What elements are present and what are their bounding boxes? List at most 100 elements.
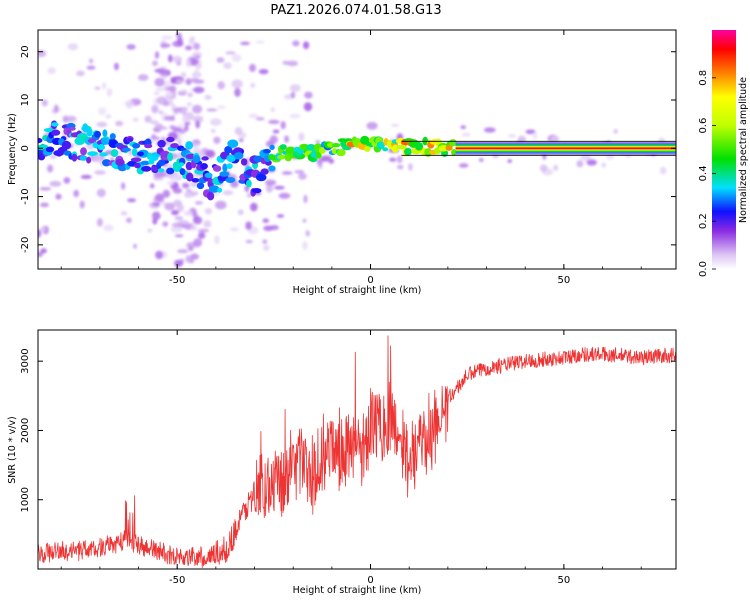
spectrogram-cell xyxy=(51,129,61,136)
spectrogram-cell xyxy=(188,38,195,45)
spectrogram-cell xyxy=(525,129,536,135)
spectrogram-cell xyxy=(152,60,158,67)
spectrogram-cell xyxy=(222,163,228,172)
spectrogram-cell xyxy=(151,104,159,114)
spectrogram-cell xyxy=(213,136,221,144)
spectrogram-cell xyxy=(53,104,59,114)
spectrogram-cell xyxy=(86,156,92,164)
spectrogram-cell xyxy=(235,147,242,154)
spectrogram-cell xyxy=(188,245,194,252)
colorbar-tick-label: 0.8 xyxy=(698,70,709,86)
spectrogram-cell xyxy=(270,107,276,112)
spectrogram-cell xyxy=(249,63,256,73)
spectrogram-cell xyxy=(96,121,108,128)
spectrogram-cell xyxy=(458,163,469,168)
spectrogram-cell xyxy=(55,193,62,200)
spectrogram-cell xyxy=(109,133,116,140)
spectrogram-cell xyxy=(177,220,189,225)
spectrogram-cell xyxy=(576,160,584,168)
spectrogram-cell xyxy=(94,130,101,138)
snr-y-tick-label: 2000 xyxy=(20,418,31,443)
spectrogram-cell xyxy=(461,132,471,137)
spectrogram-cell xyxy=(126,99,132,104)
spectrogram-cell xyxy=(201,156,209,161)
spectrogram-cell xyxy=(79,155,88,161)
spectrogram-cell xyxy=(154,77,165,87)
spectrogram-cell xyxy=(155,193,165,202)
spectrogram-cell xyxy=(255,117,265,121)
spectrogram-cell xyxy=(69,126,76,131)
spectrogram-cell xyxy=(192,148,203,154)
spectrogram-cell xyxy=(190,253,199,260)
snr-frame xyxy=(37,329,677,570)
spectrogram-cell xyxy=(245,221,252,230)
spectrogram-cell xyxy=(45,146,55,153)
snr-ticks: -50 0 50 1000 2000 3000 xyxy=(20,330,676,586)
spectrogram-cell xyxy=(366,122,378,130)
spectrogram-cell xyxy=(167,99,174,106)
spectrogram-cell xyxy=(73,189,80,198)
spectrogram-cell xyxy=(240,41,251,46)
spectrogram-cell xyxy=(185,141,194,150)
spectrogram-cell xyxy=(396,155,403,164)
spectrogram-cell xyxy=(274,185,285,190)
spectrogram-cell xyxy=(278,192,291,199)
spectrogram-cell xyxy=(198,232,206,239)
spectrogram-cell xyxy=(214,200,227,210)
spectrogram-cell xyxy=(161,201,167,206)
spectrogram-cell xyxy=(186,172,194,182)
snr-x-label: Height of straight line (km) xyxy=(293,585,422,596)
spectrogram-cell xyxy=(162,221,169,227)
spectrogram-cell xyxy=(285,146,297,155)
spectrogram-cell xyxy=(105,114,112,119)
spectrogram-cell xyxy=(166,136,175,143)
colorbar-tick-label: 0.6 xyxy=(698,118,709,134)
spectrogram-cell xyxy=(601,162,606,168)
spectrogram-cell xyxy=(173,107,182,113)
spectrogram-cell xyxy=(206,108,218,112)
spectrogram-cell xyxy=(255,40,265,44)
spectrogram-cell xyxy=(47,164,54,173)
spectrogram-cell xyxy=(193,238,203,248)
spectrogram-cell xyxy=(126,44,136,50)
spectrogram-cell xyxy=(203,220,212,228)
spectrogram-cell xyxy=(190,225,197,231)
spectrogram-cell xyxy=(207,191,215,201)
spectrogram-cell xyxy=(403,147,412,156)
spectrogram-cell xyxy=(177,249,189,254)
spectrogram-cell xyxy=(182,114,188,123)
spectrogram-cell xyxy=(96,218,103,227)
spectrogram-cell xyxy=(154,51,160,59)
spectrogram-cell xyxy=(158,110,164,115)
spectrogram-cell xyxy=(156,96,168,105)
spectrogram-cell xyxy=(110,149,119,158)
spectrogram-cell xyxy=(483,127,496,133)
spectrogram-cell xyxy=(303,194,308,204)
spectrogram-cell xyxy=(376,141,385,150)
spectrogram-cell xyxy=(478,158,484,162)
spectrogram-cell xyxy=(234,87,241,97)
spectrogram-cell xyxy=(445,144,453,151)
spectrogram-cell xyxy=(197,228,209,233)
spectrogram-cell xyxy=(223,62,232,69)
spectrogram-cell xyxy=(227,139,239,148)
colorbar-tick-label: 0.2 xyxy=(698,213,709,229)
spectrogram-y-tick-label: -10 xyxy=(20,188,31,204)
spectrogram-cell xyxy=(193,86,205,94)
spectrogram-y-label: Frequency (Hz) xyxy=(7,113,18,185)
spectrogram-cell xyxy=(149,120,159,125)
spectrogram-cell xyxy=(61,140,72,150)
spectrogram-cell xyxy=(121,182,126,190)
spectrogram-cell xyxy=(167,152,174,162)
spectrogram-cell xyxy=(336,149,346,157)
spectrogram-cell xyxy=(186,102,193,107)
spectrogram-cell xyxy=(177,36,183,46)
spectrogram-cell xyxy=(613,129,618,134)
spectrogram-cell xyxy=(389,157,397,162)
spectrogram-cell xyxy=(80,147,87,156)
spectrogram-cell xyxy=(168,54,173,63)
spectrogram-cell xyxy=(414,142,424,151)
spectrogram-cell xyxy=(102,159,111,167)
spectrogram-cell xyxy=(168,174,174,179)
spectrogram-cell xyxy=(154,68,166,74)
